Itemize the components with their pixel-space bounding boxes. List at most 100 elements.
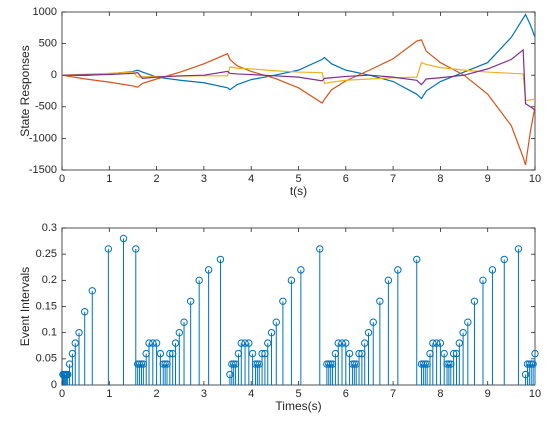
stem bbox=[63, 370, 72, 385]
series-line bbox=[61, 39, 536, 166]
stem-marker bbox=[171, 339, 180, 347]
stem bbox=[459, 328, 467, 385]
x-axis-label: Times(s) bbox=[275, 399, 321, 413]
stem-marker bbox=[133, 360, 142, 368]
x-tick-label: 2 bbox=[154, 388, 160, 400]
stem-marker bbox=[267, 328, 276, 337]
stem bbox=[521, 370, 530, 385]
stem bbox=[445, 360, 453, 385]
stem bbox=[71, 339, 79, 385]
stem bbox=[364, 328, 373, 385]
y-tick-label: 0 bbox=[51, 69, 57, 81]
x-tick-label: 9 bbox=[485, 388, 491, 400]
stem-marker bbox=[488, 266, 497, 274]
stem-marker bbox=[175, 328, 184, 337]
stem-marker bbox=[75, 328, 83, 337]
stem-marker bbox=[521, 370, 530, 379]
stem bbox=[350, 360, 359, 385]
x-tick-label: 0 bbox=[59, 388, 65, 400]
stem bbox=[81, 308, 89, 385]
x-tick-label: 6 bbox=[343, 388, 349, 400]
stem-marker bbox=[529, 360, 537, 368]
stem bbox=[175, 328, 184, 385]
stem bbox=[245, 339, 253, 385]
stem bbox=[186, 297, 195, 385]
x-tick-label: 9 bbox=[485, 173, 491, 185]
stem bbox=[394, 266, 402, 385]
stem-marker bbox=[186, 297, 195, 305]
stem-marker bbox=[334, 339, 342, 347]
stem bbox=[264, 339, 272, 385]
stem-marker bbox=[156, 349, 165, 358]
series-line bbox=[61, 61, 536, 102]
stem-marker bbox=[237, 339, 245, 347]
stem bbox=[133, 360, 142, 385]
stem bbox=[443, 360, 451, 385]
stem-marker bbox=[417, 360, 426, 368]
stem bbox=[171, 339, 180, 385]
stem-marker bbox=[350, 360, 359, 368]
stem bbox=[237, 339, 245, 385]
stem bbox=[251, 360, 260, 385]
stem bbox=[529, 360, 537, 385]
y-tick-label: 0.25 bbox=[36, 248, 57, 260]
stem-marker bbox=[440, 349, 448, 358]
stem bbox=[137, 360, 146, 385]
stem-marker bbox=[523, 360, 532, 368]
stem bbox=[297, 266, 305, 385]
stem-marker bbox=[63, 370, 72, 379]
y-tick-label: 0.3 bbox=[42, 222, 57, 234]
stem bbox=[464, 318, 472, 385]
stem-marker bbox=[470, 297, 479, 305]
stem-marker bbox=[104, 245, 113, 253]
stem bbox=[267, 328, 276, 385]
stem-marker bbox=[241, 339, 249, 347]
stem bbox=[531, 349, 539, 385]
stem-marker bbox=[229, 360, 238, 368]
stem bbox=[455, 339, 464, 385]
x-tick-label: 0 bbox=[59, 173, 65, 185]
stem bbox=[514, 245, 523, 385]
stem-marker bbox=[279, 297, 287, 305]
stem-marker bbox=[195, 276, 203, 285]
series-line bbox=[61, 13, 536, 100]
x-tick-label: 5 bbox=[295, 173, 301, 185]
y-tick-label: 1000 bbox=[33, 6, 57, 18]
stem-marker bbox=[253, 360, 262, 368]
stem-marker bbox=[137, 360, 146, 368]
x-tick-label: 1 bbox=[106, 388, 112, 400]
stem bbox=[226, 370, 234, 385]
x-tick-label: 10 bbox=[529, 173, 541, 185]
stem bbox=[376, 297, 384, 385]
stem bbox=[384, 276, 393, 385]
x-tick-label: 4 bbox=[248, 388, 254, 400]
stem-marker bbox=[297, 266, 305, 274]
x-tick-label: 7 bbox=[390, 173, 396, 185]
stem bbox=[149, 339, 157, 385]
stem bbox=[500, 255, 508, 385]
x-tick-label: 3 bbox=[201, 388, 207, 400]
stem bbox=[287, 276, 296, 385]
x-tick-label: 6 bbox=[343, 173, 349, 185]
stem-marker bbox=[145, 339, 153, 347]
stem-marker bbox=[71, 339, 79, 347]
stem-marker bbox=[251, 360, 260, 368]
stem bbox=[326, 360, 335, 385]
axes-box bbox=[61, 227, 536, 386]
stem-marker bbox=[429, 339, 437, 347]
y-axis-label: Event Intervals bbox=[18, 267, 32, 346]
stem-marker bbox=[132, 245, 140, 253]
stem-marker bbox=[500, 255, 508, 264]
stem bbox=[241, 339, 249, 385]
stem bbox=[527, 360, 535, 385]
stem bbox=[361, 339, 369, 385]
stem bbox=[159, 360, 167, 385]
stem-marker bbox=[436, 339, 445, 347]
x-tick-label: 8 bbox=[437, 388, 443, 400]
stem-marker bbox=[272, 318, 280, 326]
stem-marker bbox=[445, 360, 453, 368]
stem bbox=[429, 339, 437, 385]
stem-marker bbox=[455, 339, 464, 347]
series-line bbox=[61, 48, 536, 111]
stem bbox=[195, 276, 203, 385]
